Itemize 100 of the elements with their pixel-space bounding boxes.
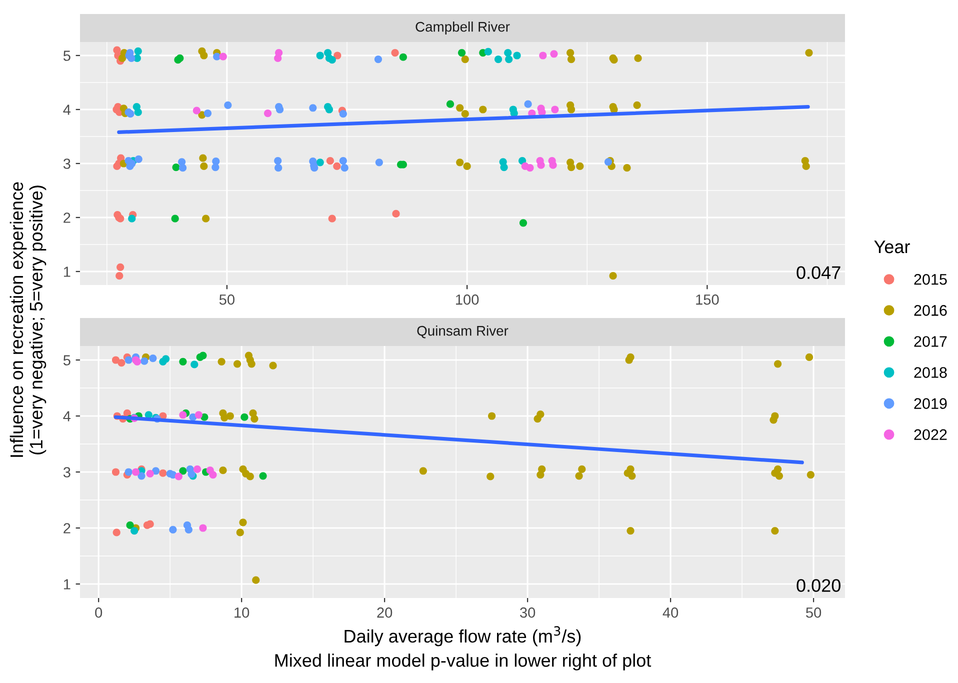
point bbox=[339, 156, 347, 165]
point bbox=[219, 52, 227, 60]
point bbox=[316, 158, 324, 166]
point bbox=[274, 164, 282, 172]
legend-label: 2016 bbox=[914, 305, 947, 316]
point bbox=[623, 164, 631, 172]
point bbox=[113, 162, 121, 170]
point bbox=[628, 472, 636, 480]
point bbox=[326, 156, 334, 165]
point bbox=[193, 465, 202, 474]
point bbox=[199, 524, 207, 532]
point bbox=[518, 156, 526, 165]
point bbox=[567, 106, 576, 114]
point bbox=[200, 162, 208, 170]
point bbox=[484, 48, 492, 56]
legend-title: Year bbox=[874, 240, 910, 254]
x-axis-title: Daily average flow rate (m$^{3}$/s) bbox=[344, 626, 581, 646]
point bbox=[274, 156, 282, 165]
point bbox=[419, 467, 427, 475]
point bbox=[519, 219, 528, 227]
y-tick-label: 3 bbox=[63, 158, 70, 169]
point bbox=[575, 472, 583, 480]
point bbox=[333, 162, 341, 170]
point bbox=[537, 161, 545, 169]
point bbox=[246, 472, 254, 480]
point bbox=[771, 526, 779, 535]
point bbox=[567, 163, 576, 172]
y-axis-title: Influence on recreation experience (1=very negative; 5=very positive) bbox=[10, 182, 46, 457]
point bbox=[226, 412, 234, 420]
point bbox=[196, 353, 204, 362]
point bbox=[802, 162, 810, 170]
point bbox=[219, 466, 227, 474]
point bbox=[212, 163, 220, 172]
point bbox=[549, 161, 557, 169]
point bbox=[240, 413, 248, 421]
point bbox=[494, 55, 502, 64]
point bbox=[805, 48, 813, 57]
point bbox=[316, 52, 324, 60]
point bbox=[112, 356, 120, 364]
x-tick-label: 150 bbox=[696, 294, 719, 305]
y-tick-label: 5 bbox=[63, 355, 70, 366]
point bbox=[124, 356, 132, 364]
point bbox=[159, 469, 167, 477]
point bbox=[128, 214, 136, 222]
point bbox=[179, 411, 187, 419]
x-tick-label: 100 bbox=[456, 294, 479, 305]
point bbox=[392, 210, 400, 218]
point bbox=[526, 164, 534, 172]
legend-label: 2015 bbox=[914, 274, 947, 285]
point bbox=[805, 353, 814, 362]
y-tick-label: 4 bbox=[63, 104, 71, 115]
point bbox=[233, 360, 242, 368]
point bbox=[130, 526, 138, 535]
point bbox=[551, 106, 559, 114]
x-tick-label: 40 bbox=[662, 607, 678, 618]
x-tick-label: 20 bbox=[377, 607, 392, 618]
point bbox=[116, 272, 124, 280]
point bbox=[770, 416, 778, 424]
annotation: 0.047 bbox=[796, 266, 840, 279]
point bbox=[456, 158, 464, 166]
point bbox=[224, 101, 232, 109]
point bbox=[179, 467, 187, 475]
point bbox=[775, 472, 784, 480]
point bbox=[159, 358, 167, 366]
point bbox=[118, 358, 126, 367]
point bbox=[609, 272, 617, 280]
point bbox=[536, 470, 544, 479]
text: Mixed linear model p-value in lower right of plot bbox=[275, 654, 652, 670]
point bbox=[171, 214, 179, 222]
point bbox=[505, 55, 513, 64]
point bbox=[126, 521, 134, 530]
point bbox=[391, 48, 399, 57]
point bbox=[461, 55, 469, 64]
legend-label: 2018 bbox=[914, 367, 947, 378]
point bbox=[309, 104, 317, 112]
point bbox=[248, 360, 256, 368]
point bbox=[138, 472, 146, 480]
point bbox=[199, 154, 207, 162]
point bbox=[374, 55, 382, 64]
point bbox=[463, 162, 471, 170]
point bbox=[328, 214, 336, 222]
point bbox=[446, 100, 454, 108]
point bbox=[806, 470, 814, 479]
point bbox=[116, 263, 124, 271]
point bbox=[774, 360, 782, 368]
point bbox=[625, 356, 633, 364]
point bbox=[192, 106, 200, 114]
legend-label: 2022 bbox=[914, 429, 947, 440]
point bbox=[236, 528, 244, 536]
annotation: 0.020 bbox=[796, 579, 840, 592]
point bbox=[179, 358, 187, 366]
point bbox=[634, 54, 642, 62]
point bbox=[202, 214, 210, 222]
x-tick-label: 10 bbox=[234, 607, 250, 618]
point bbox=[259, 472, 267, 480]
point bbox=[534, 414, 542, 423]
y-tick-label: 2 bbox=[64, 212, 70, 223]
point bbox=[576, 162, 584, 170]
y-tick-label: 2 bbox=[64, 523, 70, 534]
point bbox=[134, 47, 142, 55]
